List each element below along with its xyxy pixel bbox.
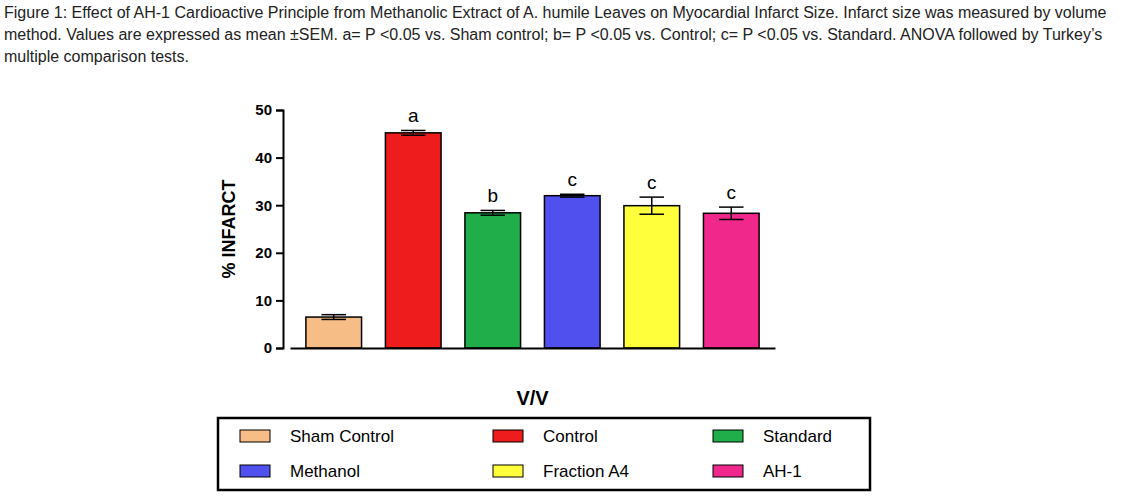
error-bar [560,194,584,197]
error-bar-cap [719,219,743,221]
bar [544,196,600,348]
legend-label: Methanol [290,462,360,481]
legend-swatch [713,430,743,442]
significance-label: c [647,172,657,193]
error-bar [321,315,345,320]
y-tick-label: 30 [255,197,272,214]
error-bar-cap [560,196,584,198]
plot-area [306,130,759,348]
y-tick-label: 50 [255,101,272,118]
error-bar [719,207,743,219]
x-axis-title: V/V [516,387,549,409]
annotations: a b c c c [408,105,736,206]
error-bar [401,130,425,135]
bar [624,206,680,348]
figure-caption: Figure 1: Effect of AH-1 Cardioactive Pr… [4,2,1116,68]
legend-label: Standard [763,427,832,446]
x-axis-line [291,348,776,350]
y-tick-mark [276,348,283,350]
legend-label: Fraction A4 [543,462,629,481]
legend-swatch [493,430,523,442]
significance-label: c [568,169,578,190]
error-bar-stem [651,197,653,214]
y-axis: 0 10 20 30 40 50 [255,101,283,356]
legend-swatch [240,430,270,442]
y-tick-mark [276,110,283,112]
y-tick-label: 40 [255,149,272,166]
significance-label: c [727,182,737,203]
error-bar-cap [321,314,345,316]
error-bar-cap [481,214,505,216]
y-tick: 50 [255,101,283,118]
y-axis-line [276,111,284,349]
y-tick-mark [276,205,283,207]
y-tick-mark [276,252,283,254]
y-tick: 30 [255,197,283,214]
y-tick: 40 [255,149,283,166]
bar [465,213,521,348]
significance-label: b [487,185,498,206]
error-bar-cap [481,210,505,212]
y-tick-mark [276,157,283,159]
x-axis [291,348,776,349]
error-bar-stem [731,207,733,219]
error-bar-cap [640,213,664,215]
chart: 0 10 20 30 40 50 a b c c c V/V % INFARCT Sham Control… [0,0,1122,502]
y-tick-label: 20 [255,244,272,261]
error-bar [481,210,505,215]
legend-label: Control [543,427,598,446]
legend-label: AH-1 [763,462,802,481]
error-bar-cap [640,196,664,198]
error-bar-cap [401,130,425,132]
error-bar-cap [401,134,425,136]
error-bar-cap [719,206,743,208]
significance-label: a [408,105,419,126]
bar [306,317,362,348]
error-bar-cap [321,319,345,321]
y-tick-label: 10 [255,292,272,309]
y-tick: 10 [255,292,283,309]
error-bar-cap [560,194,584,196]
legend-swatch [713,465,743,477]
y-tick-label: 0 [264,339,272,356]
legend-label: Sham Control [290,427,394,446]
legend-frame [218,418,870,490]
error-bar [640,197,664,214]
y-tick-mark [276,300,283,302]
bar [703,213,759,348]
legend-swatch [240,465,270,477]
legend: Sham Control Control Standard Methanol Fract… [218,418,870,490]
y-tick: 0 [264,339,283,356]
y-tick: 20 [255,244,283,261]
y-axis-title: % INFARCT [219,179,239,278]
bar [385,133,441,348]
legend-swatch [493,465,523,477]
